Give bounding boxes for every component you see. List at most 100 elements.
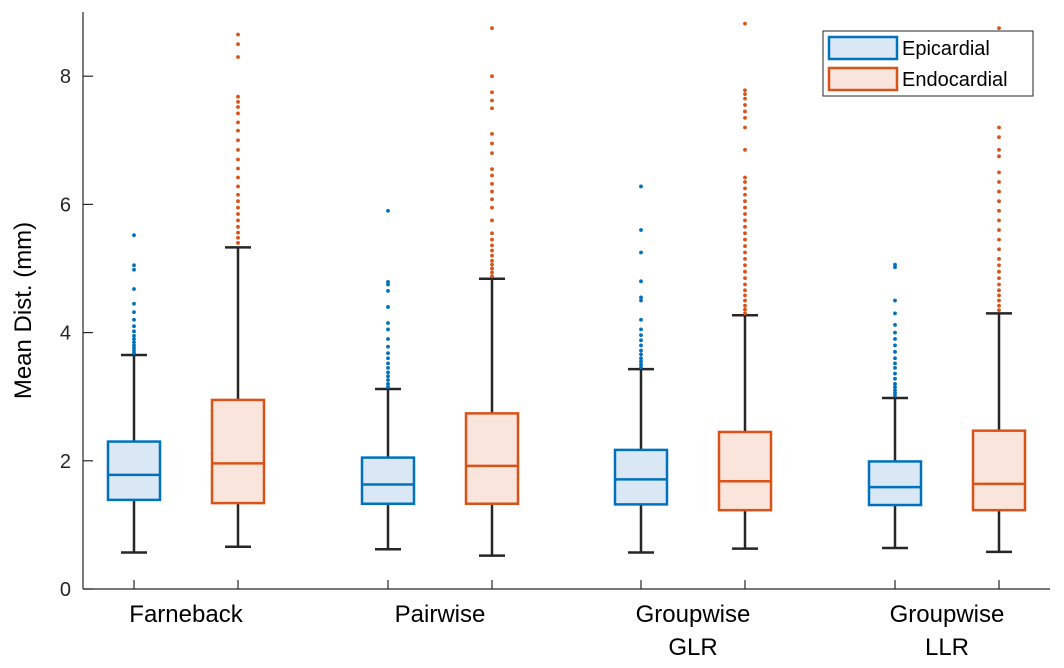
legend: Epicardial Endocardial [822,30,1034,97]
outlier-point [132,324,136,329]
outlier-point [743,125,747,130]
outlier-point [236,99,240,104]
outlier-point [386,289,390,293]
outlier-point [236,42,240,47]
outlier-point [743,303,747,308]
outlier-point [743,263,747,268]
outlier-point [490,274,494,279]
outlier-point [893,381,897,386]
outlier-point [386,381,390,386]
outlier-point [743,115,747,120]
box-endocardial-3 [717,21,773,550]
outlier-point [386,305,390,309]
outlier-point [893,365,897,370]
outlier-point [893,323,897,327]
outlier-point [236,55,240,59]
outlier-point [639,348,643,353]
outlier-point [386,365,390,370]
outlier-point [132,267,136,272]
outlier-point [893,385,897,389]
outlier-point [490,205,494,210]
outlier-point [386,208,390,213]
outlier-point [639,352,643,357]
y-tick-label: 0 [60,579,71,601]
outlier-point [997,228,1001,232]
outlier-point [490,218,494,223]
box-endocardial-2 [464,26,520,557]
outlier-point [490,141,494,146]
outlier-point [743,269,747,274]
outlier-point [490,98,494,103]
x-category-label: Farneback [129,601,243,628]
outlier-point [236,128,240,133]
y-tick-label: 6 [60,194,71,216]
outlier-point [997,180,1001,184]
outlier-point [236,138,240,143]
outlier-point [236,120,240,125]
outlier-point [236,230,240,235]
outlier-point [743,311,747,316]
outlier-point [639,356,643,361]
outlier-point [490,262,494,267]
iqr-box [971,429,1027,512]
y-tick-label: 4 [60,323,71,345]
outlier-point [997,26,1001,31]
outlier-point [236,175,240,180]
outlier-point [997,269,1001,274]
outlier-point [236,166,240,171]
outlier-point [743,231,747,236]
outlier-point [132,301,136,306]
outlier-point [490,231,494,236]
outlier-point [743,298,747,303]
outlier-point [490,243,494,248]
outlier-point [743,256,747,261]
outlier-point [743,186,747,191]
outlier-point [386,321,390,325]
outlier-point [893,343,897,348]
box-endocardial-4 [971,26,1027,554]
outlier-point [743,175,747,180]
outlier-point [997,288,1001,293]
outlier-point [132,329,136,334]
iqr-box [717,430,773,512]
outlier-point [490,258,494,263]
iqr-box [867,460,923,507]
outlier-point [743,96,747,101]
outlier-point [743,192,747,197]
outlier-point [893,330,897,335]
outlier-point [893,337,897,341]
outlier-point [997,125,1001,130]
outlier-point [490,181,494,186]
outlier-point [236,111,240,116]
outlier-point [236,32,240,37]
outlier-point [639,362,643,367]
outlier-point [743,293,747,298]
outlier-point [639,298,643,303]
outlier-point [893,371,897,376]
outlier-point [490,173,494,178]
iqr-box [210,398,266,505]
outlier-point [132,233,136,238]
outlier-point [236,157,240,162]
outlier-point [743,250,747,255]
outlier-point [386,374,390,379]
outlier-point [132,333,136,338]
iqr-box [464,412,520,505]
outlier-point [490,106,494,111]
outlier-point [132,310,136,314]
outlier-point [386,385,390,389]
box-endocardial-1 [210,32,266,548]
outlier-point [743,244,747,248]
outlier-point [997,263,1001,268]
iqr-box [360,456,416,505]
outlier-point [386,280,390,284]
outlier-point [386,351,390,356]
x-category-label: Groupwise [636,601,751,628]
outlier-point [997,276,1001,281]
y-axis-label: Mean Dist. (mm) [10,222,37,399]
outlier-point [997,298,1001,303]
outlier-point [743,92,747,97]
box-epicardial-4 [867,262,923,550]
outlier-point [639,317,643,322]
